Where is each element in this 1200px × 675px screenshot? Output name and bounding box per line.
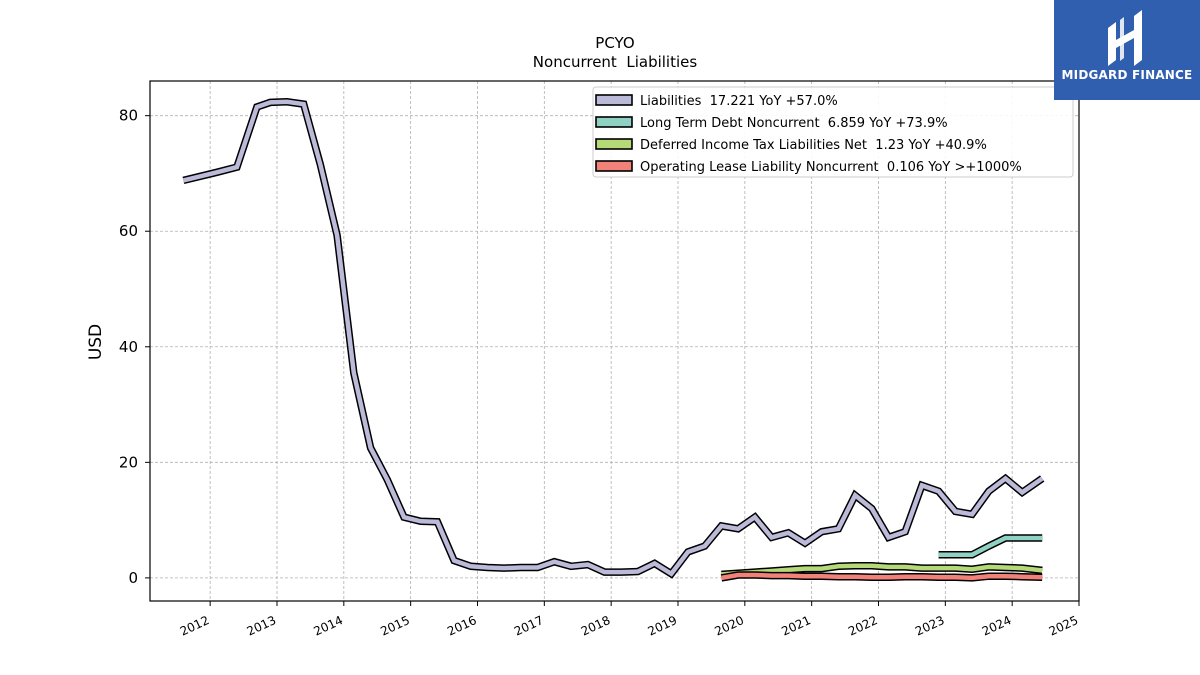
legend-label: Long Term Debt Noncurrent 6.859 YoY +73.… <box>640 116 948 131</box>
x-tick-label: 2016 <box>445 613 479 639</box>
midgard-logo-icon <box>1108 10 1142 66</box>
x-tick-label: 2017 <box>512 613 546 639</box>
x-tick-label: 2019 <box>646 613 680 639</box>
y-tick-label: 60 <box>119 222 138 240</box>
x-tick-label: 2022 <box>846 613 880 639</box>
y-tick-label: 40 <box>119 338 138 356</box>
x-tick-label: 2015 <box>378 613 412 639</box>
series-line-2 <box>721 563 1043 577</box>
series-line-3 <box>721 572 1043 581</box>
legend-swatch <box>595 138 633 150</box>
y-tick-label: 20 <box>119 453 138 471</box>
x-tick-label: 2023 <box>913 613 947 639</box>
y-tick-label: 0 <box>128 569 138 587</box>
x-tick-label: 2014 <box>311 613 345 639</box>
legend-label: Deferred Income Tax Liabilities Net 1.23… <box>640 138 987 153</box>
x-tick-label: 2018 <box>579 613 613 639</box>
chart-subtitle: Noncurrent Liabilities <box>533 53 698 71</box>
x-tick-label: 2013 <box>245 613 279 639</box>
brand-logo: MIDGARD FINANCE <box>1054 0 1200 100</box>
y-tick-label: 80 <box>119 107 138 125</box>
legend: Liabilities 17.221 YoY +57.0% Long Term D… <box>592 86 1074 178</box>
axis-ticks: 2012 2013 2014 2015 2016 2017 2018 2019 2020 2021… <box>119 107 1080 639</box>
x-tick-label: 2024 <box>980 613 1014 639</box>
brand-name: MIDGARD FINANCE <box>1061 68 1193 82</box>
x-tick-label: 2020 <box>712 613 746 639</box>
legend-label: Liabilities 17.221 YoY +57.0% <box>640 94 838 109</box>
x-tick-label: 2012 <box>178 613 212 639</box>
legend-label: Operating Lease Liability Noncurrent 0.1… <box>640 160 1022 175</box>
x-tick-label: 2021 <box>779 613 813 639</box>
y-axis-label: USD <box>86 324 106 360</box>
series-layer <box>182 98 1045 582</box>
chart-title: PCYO <box>595 34 634 52</box>
series-line-0 <box>182 99 1044 577</box>
legend-swatch <box>595 116 633 128</box>
legend-swatch <box>595 94 633 106</box>
plot-frame <box>149 80 1080 602</box>
legend-swatch <box>595 160 633 172</box>
x-tick-label: 2025 <box>1047 613 1081 639</box>
legend-box <box>592 86 1074 178</box>
series-line-1 <box>938 535 1043 558</box>
